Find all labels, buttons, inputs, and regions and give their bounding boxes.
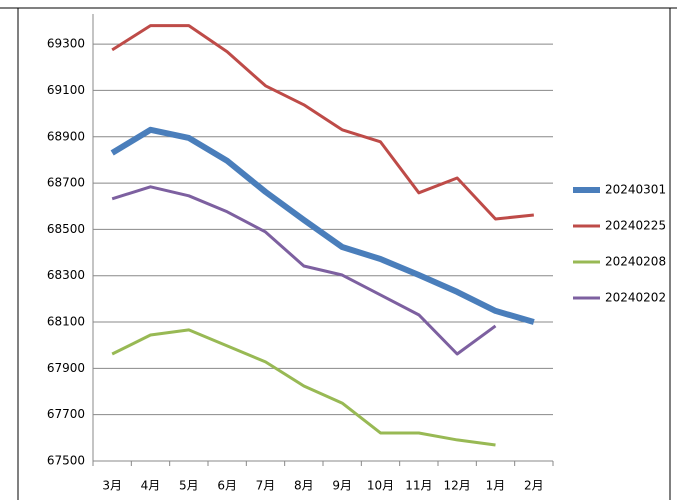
- x-tick-label: 6月: [217, 479, 237, 493]
- legend-label: 20240208: [605, 255, 666, 269]
- y-tick-label: 69100: [47, 83, 85, 97]
- x-tick-label: 1月: [486, 479, 506, 493]
- x-tick-label: 8月: [294, 479, 314, 493]
- series-line: [111, 185, 497, 356]
- x-tick-label: 9月: [332, 479, 352, 493]
- x-tick-label: 11月: [405, 479, 432, 493]
- x-tick-label: 10月: [367, 479, 394, 493]
- legend-label: 20240225: [605, 219, 666, 233]
- y-tick-label: 68300: [47, 268, 85, 282]
- y-tick-label: 68100: [47, 315, 85, 329]
- x-tick-label: 12月: [444, 479, 471, 493]
- x-tick-label: 4月: [141, 479, 161, 493]
- series-line: [110, 126, 535, 325]
- legend-label: 20240202: [605, 291, 666, 305]
- y-tick-label: 69300: [47, 37, 85, 51]
- y-tick-label: 68500: [47, 222, 85, 236]
- series-line: [111, 24, 534, 221]
- x-tick-label: 7月: [256, 479, 276, 493]
- y-tick-label: 67700: [47, 407, 85, 421]
- legend-label: 20240301: [605, 183, 666, 197]
- y-tick-label: 67500: [47, 454, 85, 468]
- x-tick-label: 2月: [524, 479, 544, 493]
- x-tick-label: 3月: [102, 479, 122, 493]
- y-tick-label: 67900: [47, 361, 85, 375]
- series-line: [111, 328, 496, 447]
- y-tick-label: 68700: [47, 176, 85, 190]
- x-tick-label: 5月: [179, 479, 199, 493]
- y-tick-label: 68900: [47, 129, 85, 143]
